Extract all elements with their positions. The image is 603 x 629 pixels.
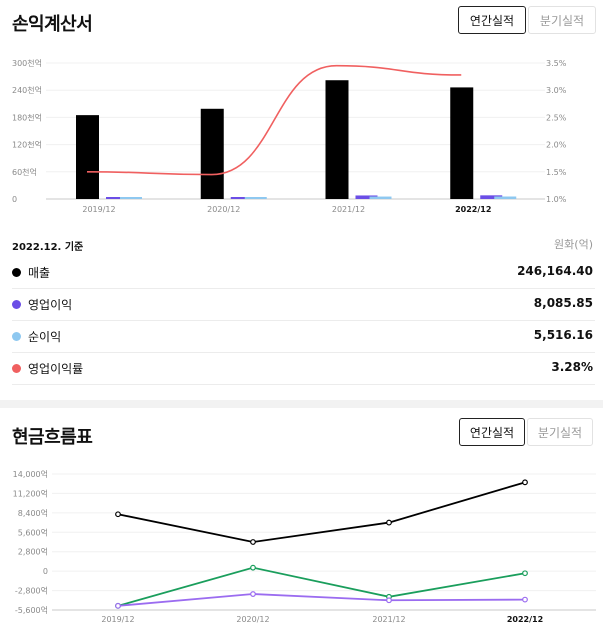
y-tick-right: 3.5% (546, 59, 567, 68)
y-tick: 14,000억 (13, 469, 48, 479)
series-line (117, 593, 526, 607)
data-point (250, 591, 256, 597)
x-tick: 2022/12 (455, 205, 491, 214)
bar (76, 115, 99, 199)
summary-row: 영업이익 8,085.85 (12, 288, 595, 321)
y-tick: -5,600억 (15, 605, 48, 615)
bar (325, 80, 349, 199)
y-tick: 11,200억 (13, 488, 48, 498)
y-tick-left: 240천억 (12, 85, 42, 95)
bar (120, 197, 142, 199)
x-tick: 2020/12 (236, 615, 269, 624)
data-point (115, 602, 121, 609)
bar (355, 195, 378, 199)
y-tick-left: 60천억 (12, 167, 37, 177)
tab-quarterly-cash[interactable]: 분기실적 (527, 418, 593, 446)
basis-date: 2022.12. 기준 (12, 242, 84, 253)
row-value: 3.28% (551, 360, 593, 374)
x-tick: 2022/12 (507, 615, 543, 624)
y-tick: 8,400억 (18, 508, 48, 518)
bar (106, 197, 128, 199)
bar (494, 196, 517, 199)
unit-label: 원화(억) (554, 238, 593, 251)
income-statement-section: 손익계산서 연간실적 분기실적 0 60천억 120천억 180천억 240천억 300천… (12, 6, 596, 385)
bar (200, 108, 224, 199)
income-title: 손익계산서 (12, 14, 93, 35)
data-point (250, 564, 256, 571)
series-line (117, 481, 526, 543)
y-tick-left: 180천억 (12, 112, 42, 122)
y-tick: -2,800억 (15, 586, 48, 596)
margin-line (86, 64, 462, 176)
data-point (522, 479, 528, 486)
tab-annual[interactable]: 연간실적 (458, 6, 526, 34)
tab-annual-cash[interactable]: 연간실적 (459, 418, 525, 446)
row-value: 5,516.16 (533, 328, 593, 342)
y-tick: 5,600억 (18, 527, 48, 537)
row-value: 8,085.85 (533, 296, 593, 310)
bar (230, 197, 253, 199)
y-tick: 2,800억 (18, 547, 48, 557)
data-point (386, 519, 392, 526)
y-tick-left: 300천억 (12, 58, 42, 68)
summary-row: 매출 246,164.40 (12, 256, 595, 289)
bar (480, 195, 503, 199)
legend-dot-icon (12, 364, 21, 373)
row-value: 246,164.40 (517, 264, 593, 278)
y-tick: 0 (43, 567, 48, 576)
x-tick: 2021/12 (372, 615, 405, 624)
y-tick-right: 2.5% (546, 113, 567, 122)
x-tick: 2020/12 (207, 205, 240, 214)
row-label: 순이익 (28, 330, 62, 344)
bar (369, 196, 392, 199)
data-point (522, 596, 528, 603)
bar (450, 87, 474, 199)
legend-dot-icon (12, 300, 21, 309)
y-tick-left: 120천억 (12, 140, 42, 150)
cash-chart: -5,600억 -2,800억 0 2,800억 5,600억 8,400억 11,200억… (13, 469, 596, 624)
y-tick-left: 0 (12, 195, 17, 204)
y-tick-right: 2.0% (546, 141, 567, 150)
series-line (117, 566, 526, 607)
section-divider (0, 400, 603, 408)
x-tick: 2019/12 (101, 615, 134, 624)
bar (244, 197, 267, 199)
y-tick-right: 1.5% (546, 168, 567, 177)
row-label: 매출 (28, 266, 51, 280)
tab-quarterly[interactable]: 분기실적 (528, 6, 596, 34)
legend-dot-icon (12, 332, 21, 341)
summary-row: 영업이익률 3.28% (12, 352, 595, 385)
row-label: 영업이익률 (28, 362, 84, 376)
data-point (115, 511, 121, 518)
data-point (522, 570, 528, 577)
y-tick-right: 1.0% (546, 195, 567, 204)
data-point (386, 597, 392, 604)
data-point (250, 539, 256, 545)
x-tick: 2019/12 (82, 205, 115, 214)
x-tick: 2021/12 (332, 205, 365, 214)
income-chart: 0 60천억 120천억 180천억 240천억 300천억 1.0% 1.5% 2.0% 2.5… (12, 58, 567, 214)
legend-dot-icon (12, 268, 21, 277)
y-tick-right: 3.0% (546, 86, 567, 95)
cash-flow-section: 현금흐름표 연간실적 분기실적 -5,600억 -2,800억 0 2,800억 5,6… (0, 408, 603, 629)
cash-title: 현금흐름표 (12, 427, 93, 448)
summary-row: 순이익 5,516.16 (12, 320, 595, 353)
row-label: 영업이익 (28, 298, 73, 312)
